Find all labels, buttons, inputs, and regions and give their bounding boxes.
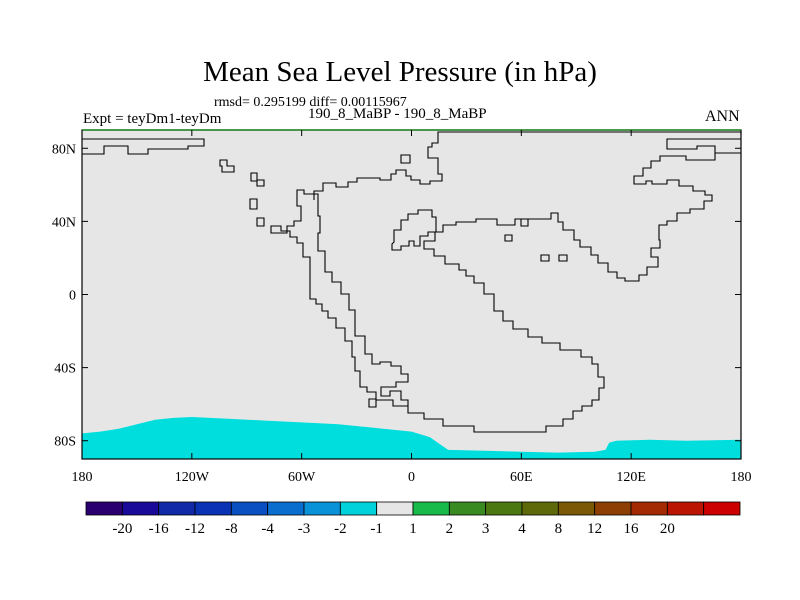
- colorbar-label: -4: [261, 521, 274, 537]
- negative-anomaly-region: [82, 417, 741, 459]
- x-tick-label: 120W: [175, 470, 210, 485]
- coastline-eurasia-africa: [249, 198, 258, 210]
- colorbar: -20 -16 -12 -8 -4 -3 -2 -1 1 2 3 4 8 12 16 20: [85, 501, 741, 537]
- colorbar-label: -20: [112, 521, 132, 537]
- case-label: 190_8_MaBP - 190_8_MaBP: [308, 106, 487, 122]
- coastline-eurasia-africa: [400, 154, 411, 164]
- colorbar-swatch: [485, 501, 523, 516]
- coastline-eurasia-africa: [313, 131, 742, 200]
- rmsd-diff-stats: rmsd= 0.295199 diff= 0.00115967: [214, 95, 407, 110]
- colorbar-swatch: [85, 501, 123, 516]
- colorbar-label: 16: [624, 521, 640, 537]
- colorbar-label: -8: [225, 521, 238, 537]
- x-tick-label: 180: [731, 470, 752, 485]
- x-tick-label: 60E: [510, 470, 533, 485]
- colorbar-label: -3: [298, 521, 311, 537]
- colorbar-swatch: [594, 501, 632, 516]
- coastline-eurasia-africa: [558, 254, 568, 262]
- coastline-eurasia-africa: [219, 159, 235, 173]
- colorbar-label: 1: [409, 521, 417, 537]
- colorbar-swatch: [194, 501, 232, 516]
- colorbar-label: 20: [660, 521, 675, 537]
- coastline-eurasia-africa: [540, 254, 550, 262]
- colorbar-label: -12: [185, 521, 205, 537]
- colorbar-swatch: [303, 501, 341, 516]
- colorbar-swatch: [448, 501, 487, 516]
- colorbar-swatch: [521, 501, 559, 516]
- x-tick-label: 120E: [616, 470, 646, 485]
- colorbar-label: 12: [587, 521, 602, 537]
- coastline-eurasia-africa: [270, 189, 409, 407]
- x-tick-label: 0: [408, 470, 415, 485]
- y-tick-label: 80S: [54, 435, 76, 450]
- colorbar-label: 4: [518, 521, 526, 537]
- colorbar-label: -1: [370, 521, 383, 537]
- colorbar-swatch: [557, 501, 596, 516]
- season-label: ANN: [705, 108, 740, 125]
- x-tick-label: 180: [72, 470, 93, 485]
- colorbar-swatch: [339, 501, 378, 516]
- y-tick-label: 40N: [52, 215, 76, 230]
- coastline-eurasia-africa: [368, 398, 377, 408]
- colorbar-swatch: [267, 501, 305, 516]
- colorbar-swatch: [121, 501, 160, 516]
- y-tick-label: 40S: [54, 362, 76, 377]
- x-tick-label: 60W: [288, 470, 316, 485]
- colorbar-swatch: [230, 501, 269, 516]
- colorbar-label: -2: [334, 521, 347, 537]
- y-tick-label: 0: [69, 289, 76, 304]
- colorbar-label: 3: [482, 521, 490, 537]
- coastline-eurasia-africa: [256, 217, 265, 227]
- colorbar-swatch: [703, 501, 741, 516]
- coastline-americas: [82, 138, 205, 155]
- colorbar-swatch: [158, 501, 196, 516]
- plot-title: Mean Sea Level Pressure (in hPa): [203, 56, 597, 88]
- colorbar-label: 2: [446, 521, 454, 537]
- colorbar-swatch: [666, 501, 705, 516]
- coastlines: [82, 131, 742, 433]
- coastline-eurasia-africa: [407, 153, 716, 433]
- colorbar-swatch: [630, 501, 668, 516]
- colorbar-swatch: [376, 501, 414, 516]
- coastline-eurasia-africa: [250, 172, 265, 187]
- map-background: [82, 130, 741, 459]
- coastline-eurasia-africa: [391, 209, 437, 251]
- experiment-label: Expt = teyDm1-teyDm: [83, 111, 222, 127]
- colorbar-swatch: [412, 501, 450, 516]
- latitude-axis: 80N 40N 0 40S 80S: [52, 142, 741, 450]
- colorbar-label: -16: [149, 521, 169, 537]
- longitude-axis: 180 120W 60W 0 60E 120E 180: [72, 130, 752, 485]
- y-tick-label: 80N: [52, 142, 76, 157]
- coastline-eurasia-africa: [504, 234, 513, 242]
- colorbar-label: 8: [555, 521, 563, 537]
- coastline-eurasia-africa: [666, 138, 741, 154]
